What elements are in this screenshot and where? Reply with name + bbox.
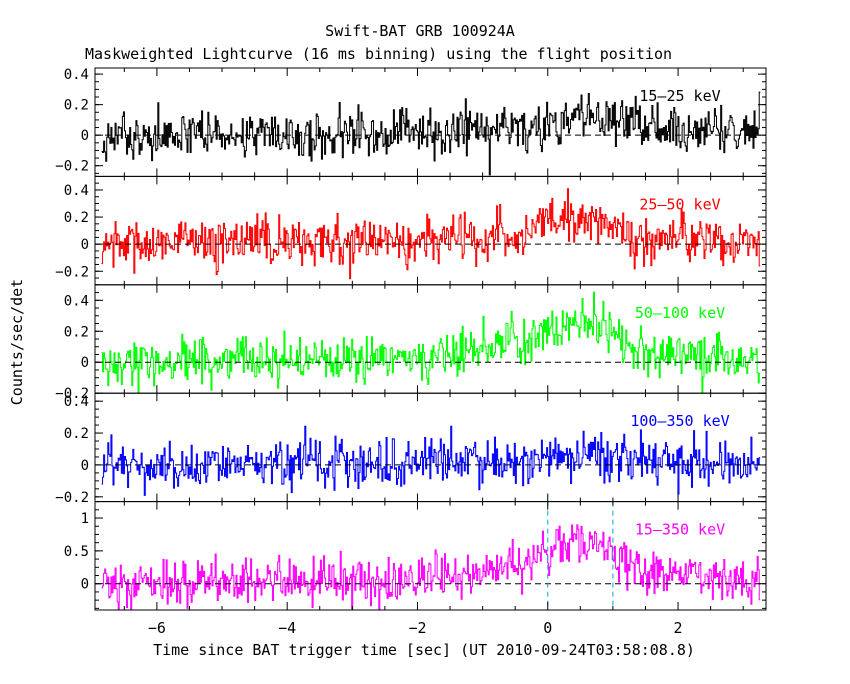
y-tick-label: 0.4 [64,394,89,410]
y-tick-label: 0.4 [64,183,89,199]
panel-2: −0.2 0 0.2 0.4 25–50 keV [55,175,767,286]
y-tick-label: −0.2 [55,386,89,402]
chart-subtitle: Maskweighted Lightcurve (16 ms binning) … [85,45,672,63]
lightcurve-series [101,524,761,611]
y-tick-label: −0.2 [55,159,89,175]
energy-band-label: 100–350 keV [630,412,729,430]
y-tick-label: 0.4 [64,293,89,309]
x-tick-label: −4 [278,619,296,637]
y-axis-label: Counts/sec/det [8,279,26,405]
y-tick-label: 0.2 [64,324,89,340]
y-tick-label: 0 [81,577,89,593]
panel-5: 0 0.5 1 15–350 keV [64,501,767,611]
energy-band-label: 15–25 keV [639,87,720,105]
panel-4: −0.2 0 0.2 0.4 100–350 keV [55,392,767,506]
lightcurve-series [101,188,761,280]
x-tick-label: −6 [148,619,166,637]
x-axis-label: Time since BAT trigger time [sec] (UT 20… [153,641,695,659]
y-tick-label: 0.2 [64,210,89,226]
chart-title: Swift-BAT GRB 100924A [325,22,515,40]
lightcurve-series [101,91,761,176]
y-tick-label: 0.5 [64,544,89,560]
y-tick-label: 0 [81,355,89,371]
energy-band-label: 25–50 keV [639,195,720,213]
panel-3: −0.2 0 0.2 0.4 50–100 keV [55,284,767,402]
energy-band-label: 15–350 keV [635,521,725,539]
y-tick-label: 0.2 [64,98,89,114]
x-tick-label: 0 [543,619,552,637]
y-tick-label: 0 [81,458,89,474]
y-tick-label: −0.2 [55,264,89,280]
y-tick-label: 0 [81,237,89,253]
x-axis: −6 −4 −2 0 2 [148,619,683,637]
panel-1: −0.2 0 0.2 0.4 15–25 keV [55,67,767,177]
lightcurve-series [101,425,761,496]
x-tick-label: −2 [408,619,426,637]
energy-band-label: 50–100 keV [635,304,725,322]
panel-frame [94,501,767,611]
y-tick-label: 0 [81,128,89,144]
panels-group: −0.2 0 0.2 0.4 15–25 keV −0.2 0 0.2 0.4 25–50 keV… [55,67,767,611]
y-tick-label: −0.2 [55,490,89,506]
y-tick-label: 0.4 [64,67,89,83]
y-tick-label: 0.2 [64,426,89,442]
x-tick-label: 2 [674,619,683,637]
panel-frame [94,284,767,394]
y-tick-label: 1 [81,511,89,527]
